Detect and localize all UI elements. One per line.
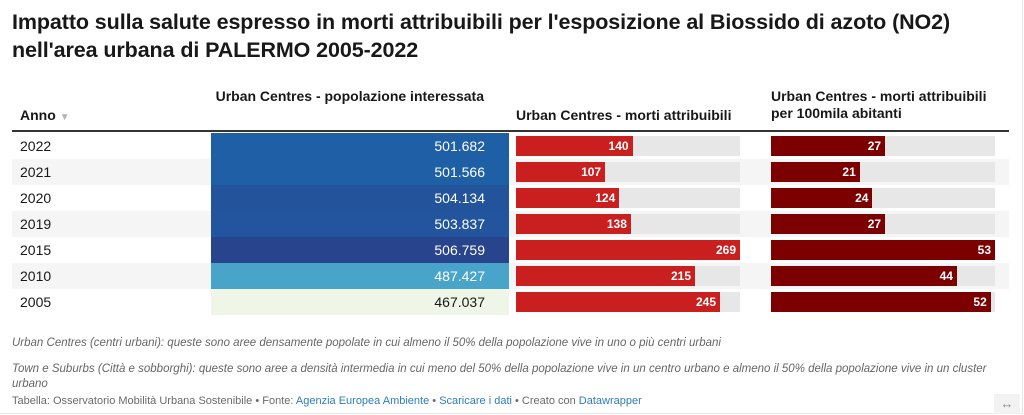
note-urban-centres: Urban Centres (centri urbani): queste so… bbox=[12, 337, 721, 349]
morti-label: 124 bbox=[595, 191, 616, 205]
year-cell: 2010 bbox=[20, 268, 52, 284]
morti-track: 138 bbox=[516, 214, 740, 234]
footer: Tabella: Osservatorio Mobilità Urbana So… bbox=[12, 394, 642, 408]
column-header-rate[interactable]: Urban Centres - morti attribuibili per 1… bbox=[771, 88, 987, 121]
rate-bar: 24 bbox=[771, 188, 873, 208]
rate-bar: 27 bbox=[771, 214, 886, 234]
table-row: 2019 503.837 138 27 bbox=[12, 211, 1009, 237]
year-cell: 2020 bbox=[20, 190, 52, 206]
morti-track: 245 bbox=[516, 292, 740, 312]
rate-label: 44 bbox=[939, 269, 953, 283]
rate-label: 24 bbox=[855, 191, 869, 205]
morti-track: 215 bbox=[516, 266, 740, 286]
morti-bar: 215 bbox=[516, 266, 696, 286]
column-header-anno[interactable]: Anno ▼ bbox=[20, 107, 70, 126]
rate-track: 27 bbox=[771, 214, 995, 234]
note-town-suburbs: Town e Suburbs (Città e sobborghi): ques… bbox=[12, 363, 987, 390]
rate-track: 44 bbox=[771, 266, 995, 286]
population-cell: 506.759 bbox=[211, 237, 509, 263]
population-value: 503.837 bbox=[434, 216, 485, 232]
column-header-anno-label: Anno bbox=[20, 107, 56, 123]
datawrapper-link[interactable]: Datawrapper bbox=[578, 395, 642, 407]
morti-label: 140 bbox=[608, 139, 629, 153]
morti-bar: 245 bbox=[516, 292, 720, 312]
morti-bar: 138 bbox=[516, 214, 631, 234]
population-value: 506.759 bbox=[434, 242, 485, 258]
morti-label: 269 bbox=[715, 243, 736, 257]
year-cell: 2019 bbox=[20, 216, 52, 232]
table-row: 2015 506.759 269 53 bbox=[12, 237, 1009, 263]
rate-bar: 21 bbox=[771, 162, 860, 182]
morti-bar: 140 bbox=[516, 136, 633, 156]
footer-separator: • bbox=[429, 395, 440, 407]
morti-bar: 269 bbox=[516, 240, 740, 260]
year-cell: 2021 bbox=[20, 164, 52, 180]
population-value: 504.134 bbox=[434, 190, 485, 206]
morti-label: 138 bbox=[606, 217, 627, 231]
rate-bar: 52 bbox=[771, 292, 991, 312]
table-row: 2005 467.037 245 52 bbox=[12, 289, 1009, 315]
table-row: 2020 504.134 124 24 bbox=[12, 185, 1009, 211]
column-header-morti[interactable]: Urban Centres - morti attribuibili bbox=[516, 107, 732, 123]
population-value: 501.566 bbox=[434, 164, 485, 180]
population-cell: 501.682 bbox=[211, 133, 509, 159]
rate-label: 27 bbox=[867, 217, 882, 231]
footer-credit: Tabella: Osservatorio Mobilità Urbana So… bbox=[12, 395, 296, 407]
morti-label: 245 bbox=[695, 295, 716, 309]
footer-made-with: • Creato con bbox=[511, 395, 579, 407]
table-row: 2022 501.682 140 27 bbox=[12, 133, 1009, 159]
rate-label: 27 bbox=[867, 139, 882, 153]
year-cell: 2005 bbox=[20, 294, 52, 310]
population-value: 487.427 bbox=[434, 268, 485, 284]
table-row: 2010 487.427 215 44 bbox=[12, 263, 1009, 289]
population-cell: 467.037 bbox=[211, 289, 509, 315]
rate-bar: 27 bbox=[771, 136, 886, 156]
rate-track: 24 bbox=[771, 188, 995, 208]
rate-track: 21 bbox=[771, 162, 995, 182]
year-cell: 2022 bbox=[20, 138, 52, 154]
morti-track: 124 bbox=[516, 188, 740, 208]
header-divider bbox=[12, 130, 1009, 132]
population-cell: 503.837 bbox=[211, 211, 509, 237]
morti-label: 107 bbox=[581, 165, 602, 179]
rate-bar: 53 bbox=[771, 240, 995, 260]
rate-bar: 44 bbox=[771, 266, 957, 286]
year-cell: 2015 bbox=[20, 242, 52, 258]
morti-track: 140 bbox=[516, 136, 740, 156]
morti-bar: 107 bbox=[516, 162, 606, 182]
morti-track: 269 bbox=[516, 240, 740, 260]
table-row: 2021 501.566 107 21 bbox=[12, 159, 1009, 185]
population-cell: 487.427 bbox=[211, 263, 509, 289]
morti-track: 107 bbox=[516, 162, 740, 182]
population-value: 467.037 bbox=[434, 294, 485, 310]
population-cell: 504.134 bbox=[211, 185, 509, 211]
rate-label: 21 bbox=[842, 165, 856, 179]
rate-track: 52 bbox=[771, 292, 995, 312]
population-cell: 501.566 bbox=[211, 159, 509, 185]
column-header-popolazione[interactable]: Urban Centres - popolazione interessata bbox=[215, 88, 484, 104]
resize-icon[interactable]: ↔ bbox=[994, 394, 1020, 414]
rate-track: 53 bbox=[771, 240, 995, 260]
population-value: 501.682 bbox=[434, 138, 485, 154]
source-link[interactable]: Agenzia Europea Ambiente bbox=[295, 395, 430, 407]
chart-title: Impatto sulla salute espresso in morti a… bbox=[12, 10, 951, 62]
sort-down-icon[interactable]: ▼ bbox=[59, 112, 70, 123]
rate-label: 53 bbox=[977, 243, 991, 257]
rate-track: 27 bbox=[771, 136, 995, 156]
download-data-link[interactable]: Scaricare i dati bbox=[439, 395, 512, 407]
morti-bar: 124 bbox=[516, 188, 620, 208]
rate-label: 52 bbox=[973, 295, 987, 309]
morti-label: 215 bbox=[671, 269, 692, 283]
